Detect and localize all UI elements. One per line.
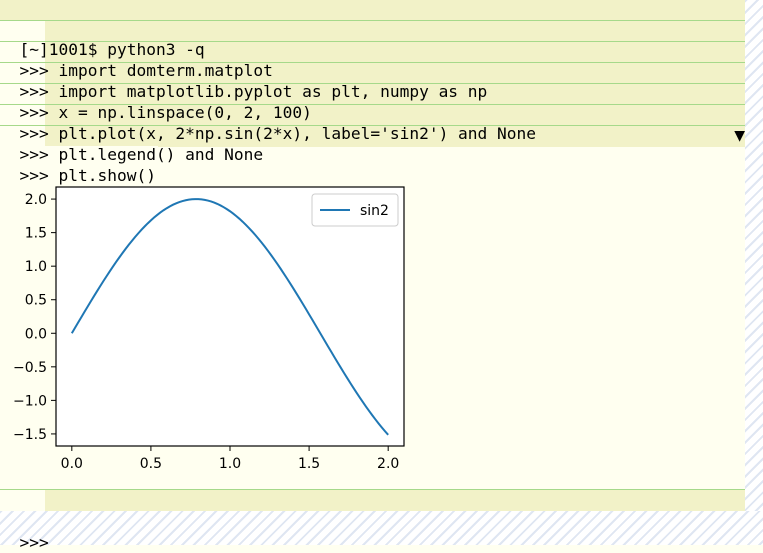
y-tick-label: −0.5: [13, 360, 47, 376]
y-tick-label: −1.0: [13, 393, 47, 409]
x-tick-label: 1.0: [219, 456, 241, 472]
python-prompt: >>>: [19, 124, 59, 143]
python-input[interactable]: plt.plot(x, 2*np.sin(2*x), label='sin2')…: [58, 124, 537, 143]
shell-prompt: [~]1001$: [19, 40, 108, 59]
empty-area-hatch: [0, 511, 763, 545]
line-chart: 0.0 0.5 1.0 1.5 2.0 2.0 1.5 1.0 0.5 0.0 −0.5 −1.0 −1…: [13, 186, 405, 472]
terminal-line-shell[interactable]: [~]1001$ python3 -q: [0, 0, 745, 59]
input-background: [45, 63, 745, 83]
terminal-line[interactable]: >>> plt.legend() and None: [0, 105, 745, 164]
python-prompt: >>>: [19, 82, 59, 101]
x-tick-label: 0.5: [140, 456, 162, 472]
y-tick-label: 1.0: [25, 259, 47, 275]
input-background: [45, 105, 745, 125]
legend-box: [311, 193, 399, 227]
shell-command[interactable]: python3 -q: [107, 40, 205, 59]
python-input[interactable]: plt.show(): [58, 166, 156, 185]
y-tick-label: 1.5: [25, 226, 47, 242]
x-tick-label: 2.0: [377, 456, 399, 472]
scrollbar-gutter[interactable]: [745, 0, 763, 511]
y-tick-label: 0.5: [25, 293, 47, 309]
python-prompt: >>>: [19, 61, 59, 80]
input-background: [0, 0, 745, 20]
input-background: [45, 490, 745, 511]
python-prompt: >>>: [19, 145, 59, 164]
terminal-line[interactable]: >>> plt.show() ▼: [0, 126, 745, 185]
python-prompt: >>>: [19, 533, 49, 552]
input-background: [45, 42, 745, 62]
series-line-sin2: [70, 198, 389, 436]
python-prompt: >>>: [19, 103, 59, 122]
x-tick-label: 1.5: [298, 456, 320, 472]
input-background: [45, 21, 745, 41]
y-tick-label: 2.0: [25, 192, 47, 208]
plot-area-background: [56, 187, 404, 446]
y-tick-label: 0.0: [25, 326, 47, 342]
python-input[interactable]: x = np.linspace(0, 2, 100): [58, 103, 312, 122]
input-background: [158, 126, 745, 147]
python-prompt: >>>: [19, 166, 59, 185]
terminal-line[interactable]: >>> import domterm.matplot: [0, 21, 745, 80]
fold-output-icon[interactable]: ▼: [734, 128, 745, 144]
current-prompt-line[interactable]: >>>: [0, 489, 745, 552]
python-input[interactable]: plt.legend() and None: [58, 145, 264, 164]
terminal-line[interactable]: >>> plt.plot(x, 2*np.sin(2*x), label='si…: [0, 84, 745, 143]
python-input[interactable]: import domterm.matplot: [58, 61, 273, 80]
plot-output: 0.0 0.5 1.0 1.5 2.0 2.0 1.5 1.0 0.5 0.0 −0.5 −1.0 −1…: [0, 147, 745, 489]
terminal-line[interactable]: >>> import matplotlib.pyplot as plt, num…: [0, 42, 745, 101]
legend-label: sin2: [360, 203, 389, 219]
terminal-line[interactable]: >>> x = np.linspace(0, 2, 100): [0, 63, 745, 122]
x-tick-label: 0.0: [61, 456, 83, 472]
input-background: [45, 84, 745, 104]
y-tick-label: −1.5: [13, 427, 47, 443]
python-input[interactable]: import matplotlib.pyplot as plt, numpy a…: [58, 82, 488, 101]
input-background: [45, 126, 158, 146]
